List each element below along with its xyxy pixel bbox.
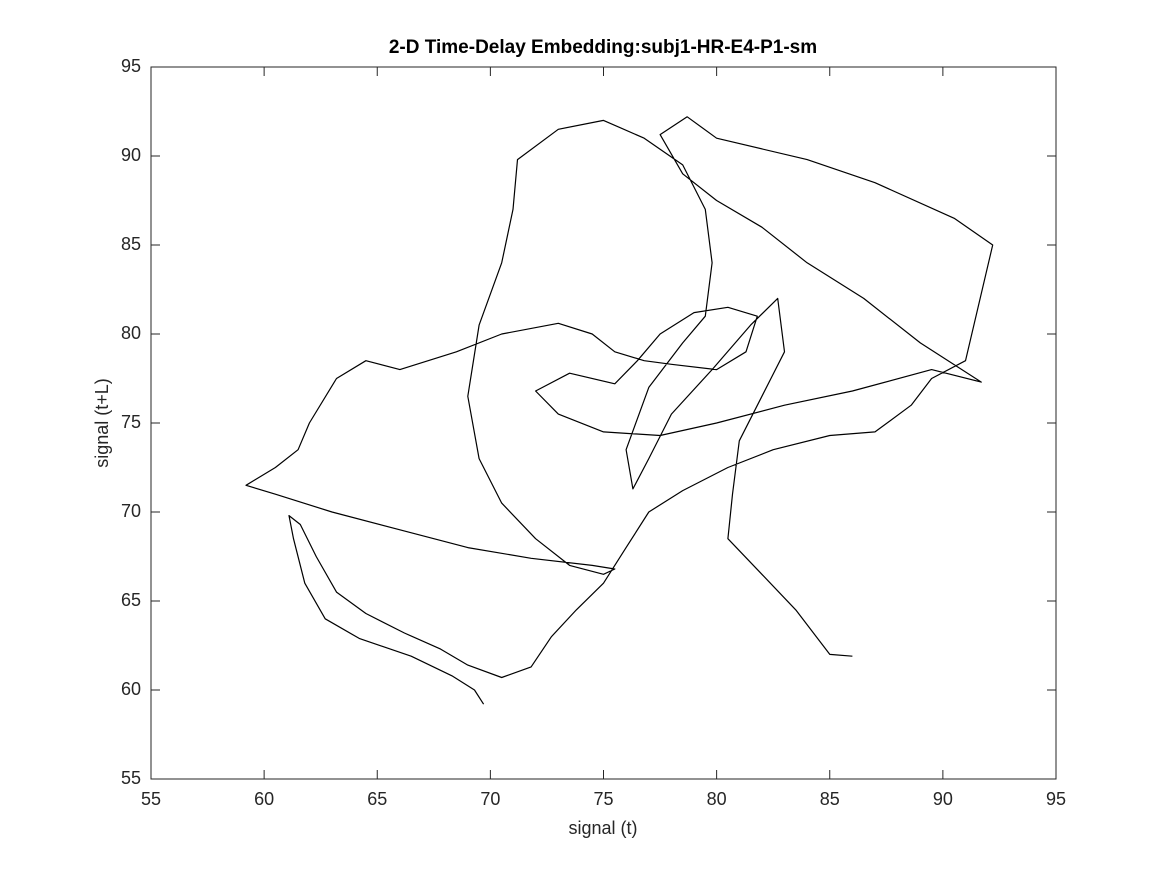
y-tick-label: 85 xyxy=(121,234,141,254)
y-tick-label: 95 xyxy=(121,56,141,76)
chart-title: 2-D Time-Delay Embedding:subj1-HR-E4-P1-… xyxy=(389,37,817,58)
x-axis-label: signal (t) xyxy=(568,818,637,838)
x-tick-label: 55 xyxy=(141,789,161,809)
x-tick-label: 95 xyxy=(1046,789,1066,809)
y-tick-label: 60 xyxy=(121,679,141,699)
x-tick-label: 85 xyxy=(820,789,840,809)
y-tick-label: 75 xyxy=(121,412,141,432)
y-axis-label: signal (t+L) xyxy=(92,378,112,468)
y-tick-label: 90 xyxy=(121,145,141,165)
x-tick-label: 90 xyxy=(933,789,953,809)
x-tick-label: 60 xyxy=(254,789,274,809)
x-tick-label: 65 xyxy=(367,789,387,809)
y-tick-label: 65 xyxy=(121,590,141,610)
x-tick-label: 70 xyxy=(480,789,500,809)
x-tick-label: 80 xyxy=(707,789,727,809)
x-tick-label: 75 xyxy=(593,789,613,809)
y-tick-label: 55 xyxy=(121,768,141,788)
y-tick-label: 80 xyxy=(121,323,141,343)
y-tick-label: 70 xyxy=(121,501,141,521)
trajectory-line xyxy=(245,116,994,705)
